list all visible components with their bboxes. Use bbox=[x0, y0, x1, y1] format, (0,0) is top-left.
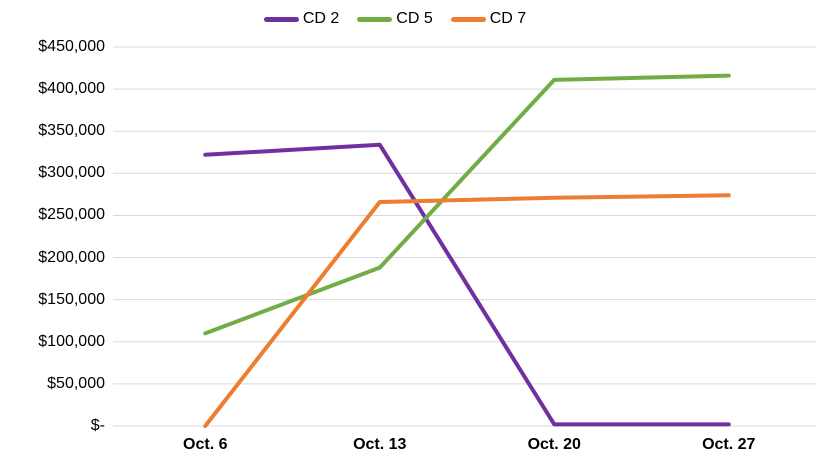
series-line-cd-5 bbox=[203, 73, 731, 336]
x-axis-label: Oct. 27 bbox=[702, 436, 756, 453]
y-axis-label: $150,000 bbox=[38, 290, 105, 308]
x-axis-label: Oct. 20 bbox=[527, 436, 581, 453]
y-axis-label: $450,000 bbox=[38, 38, 105, 55]
legend-line-swatch-cd-7 bbox=[450, 16, 486, 22]
series-line-cd-7 bbox=[203, 193, 731, 428]
y-axis-label: $200,000 bbox=[38, 248, 105, 266]
y-axis-label: $300,000 bbox=[38, 164, 105, 182]
y-axis-label: $350,000 bbox=[38, 122, 105, 140]
chart-legend: CD 2 CD 5 CD 7 bbox=[0, 10, 790, 28]
y-axis-label: $400,000 bbox=[38, 80, 105, 98]
y-axis-label: $50,000 bbox=[47, 374, 105, 392]
legend-item-cd-2: CD 2 bbox=[263, 10, 340, 28]
legend-item-cd-5: CD 5 bbox=[357, 10, 433, 28]
legend-label-cd-7: CD 7 bbox=[489, 10, 527, 27]
y-axis-label: $- bbox=[90, 417, 105, 434]
legend-label-cd-5: CD 5 bbox=[396, 10, 433, 27]
series-line-cd-2 bbox=[203, 142, 731, 427]
x-axis-label: Oct. 6 bbox=[183, 436, 228, 453]
legend-line-swatch-cd-5 bbox=[357, 16, 393, 22]
y-axis-label: $250,000 bbox=[38, 206, 105, 224]
legend-item-cd-7: CD 7 bbox=[450, 10, 527, 28]
legend-label-cd-2: CD 2 bbox=[302, 10, 340, 27]
x-axis-label: Oct. 13 bbox=[353, 436, 407, 453]
y-axis-label: $100,000 bbox=[38, 332, 105, 350]
legend-line-swatch-cd-2 bbox=[263, 16, 299, 22]
